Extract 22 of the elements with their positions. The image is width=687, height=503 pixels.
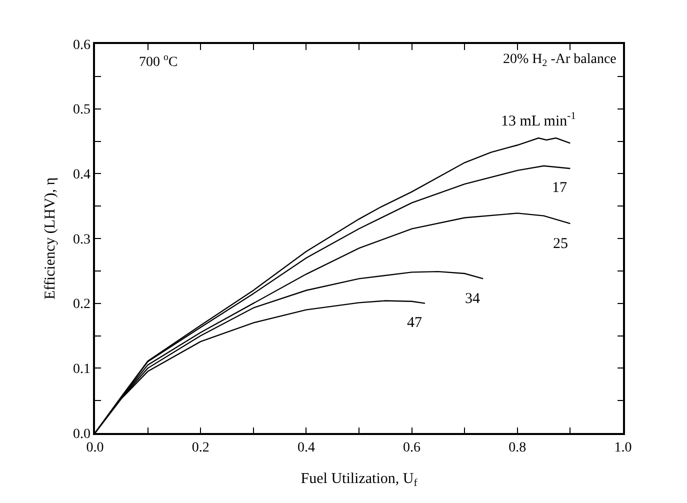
series-label: 25 bbox=[553, 236, 568, 252]
x-tick-label: 0.8 bbox=[508, 440, 526, 456]
y-axis-title: Efficiency (LHV), η bbox=[42, 177, 59, 300]
x-axis-title: Fuel Utilization, U$_{f}$ bbox=[300, 471, 418, 490]
y-tick-label: 0.6 bbox=[72, 38, 90, 53]
y-tick-label: 0.4 bbox=[72, 168, 90, 183]
y-tick-label: 0.2 bbox=[72, 297, 90, 312]
y-tick-label: 0.3 bbox=[72, 232, 90, 248]
series-label: 17 bbox=[552, 180, 568, 196]
series-label: 13 mL min$^{-1}$ bbox=[501, 111, 576, 130]
x-tick-label: 0.2 bbox=[192, 440, 210, 456]
series-label: 34 bbox=[465, 291, 480, 307]
series-label: 47 bbox=[407, 315, 422, 331]
x-tick-label: 0.0 bbox=[86, 440, 104, 456]
annotation: 700 $^{o}$C bbox=[139, 52, 178, 70]
y-tick-label: 0.1 bbox=[72, 362, 90, 378]
y-tick-label: 0.5 bbox=[72, 102, 90, 118]
annotation: 20% H$_{2}$ -Ar balance bbox=[503, 52, 616, 69]
x-tick-label: 0.4 bbox=[297, 440, 315, 456]
x-tick-label: 0.6 bbox=[403, 440, 421, 456]
y-tick-label: 0.0 bbox=[72, 426, 90, 442]
x-tick-label: 1.0 bbox=[614, 440, 632, 456]
